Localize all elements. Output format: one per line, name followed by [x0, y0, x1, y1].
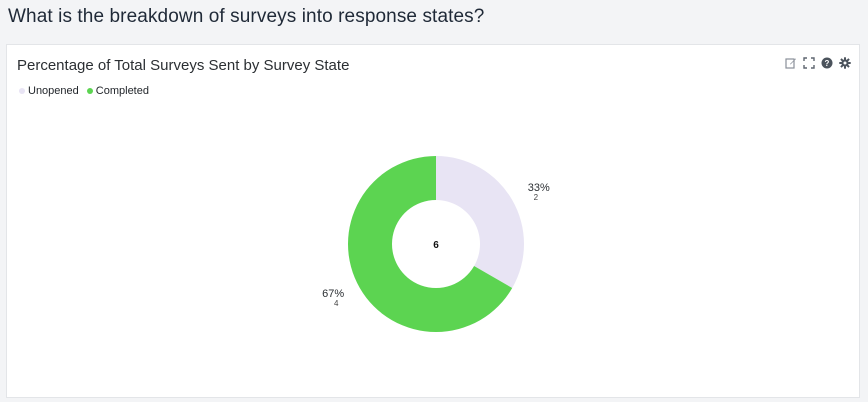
- slice-percent-label-completed: 67%: [322, 288, 344, 300]
- donut-slice-completed[interactable]: [348, 156, 513, 333]
- donut-chart: 33%2 67%4 6: [322, 156, 550, 333]
- chart-legend: Unopened Completed: [19, 85, 149, 97]
- chart-card: Percentage of Total Surveys Sent by Surv…: [6, 44, 860, 398]
- legend-label-unopened: Unopened: [28, 85, 79, 97]
- chart-title: Percentage of Total Surveys Sent by Surv…: [17, 57, 350, 74]
- slice-count-label-unopened: 2: [534, 193, 539, 202]
- legend-swatch-unopened: [19, 88, 25, 94]
- page-question: What is the breakdown of surveys into re…: [8, 6, 485, 27]
- help-icon[interactable]: ?: [821, 57, 833, 69]
- slice-count-label-completed: 4: [334, 299, 339, 308]
- slice-percent-label-unopened: 33%: [528, 182, 550, 194]
- legend-swatch-completed: [86, 88, 93, 94]
- chart-toolbar: ?: [785, 57, 851, 69]
- donut-center-total: 6: [433, 240, 439, 251]
- svg-text:?: ?: [825, 59, 830, 68]
- expand-icon[interactable]: [803, 57, 815, 69]
- legend-item-completed[interactable]: Completed: [86, 85, 149, 97]
- gear-icon[interactable]: [839, 57, 851, 69]
- donut-slice-unopened[interactable]: [436, 156, 525, 288]
- legend-item-unopened[interactable]: Unopened: [19, 85, 79, 97]
- legend-label-completed: Completed: [95, 85, 149, 97]
- edit-icon[interactable]: [785, 57, 797, 69]
